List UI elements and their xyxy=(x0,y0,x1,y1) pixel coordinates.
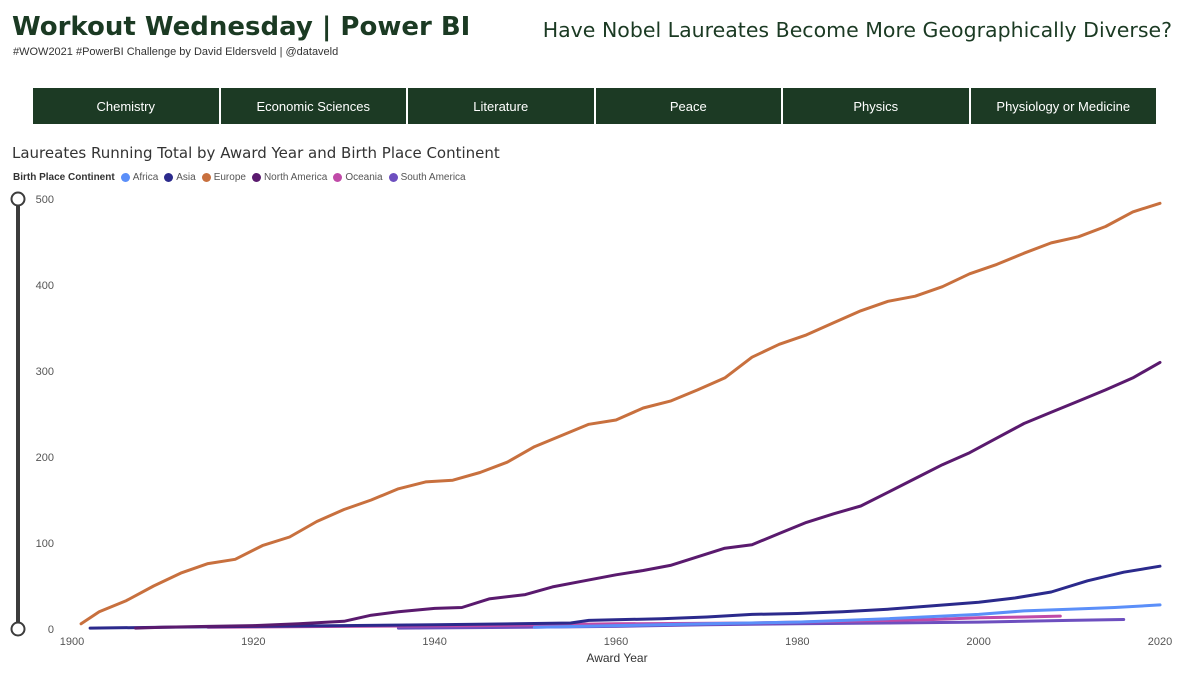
legend-marker xyxy=(201,173,211,182)
y-tick-label: 0 xyxy=(48,624,54,636)
tab-literature[interactable]: Literature xyxy=(408,88,596,124)
legend-item-europe[interactable]: Europe xyxy=(201,172,246,183)
x-tick-label: 1920 xyxy=(241,636,265,648)
series-line-asia[interactable] xyxy=(88,564,1162,630)
x-tick-label: 1900 xyxy=(60,636,84,648)
chart-legend: Birth Place Continent Africa Asia Europe… xyxy=(13,172,472,183)
legend-label: Europe xyxy=(213,172,246,183)
legend-item-africa[interactable]: Africa xyxy=(120,172,159,183)
y-tick-label: 500 xyxy=(36,194,54,206)
legend-item-asia[interactable]: Asia xyxy=(164,172,196,183)
legend-marker xyxy=(251,173,261,182)
tab-economic-sciences[interactable]: Economic Sciences xyxy=(220,88,408,124)
y-tick-label: 400 xyxy=(36,280,54,292)
legend-label: South America xyxy=(400,172,466,183)
y-axis: 0 100 200 300 400 500 xyxy=(36,194,54,636)
x-tick-label: 2020 xyxy=(1148,636,1172,648)
legend-item-north-america[interactable]: North America xyxy=(251,172,328,183)
legend-marker xyxy=(388,173,398,182)
x-tick-label: 2000 xyxy=(966,636,990,648)
y-tick-label: 100 xyxy=(36,538,54,550)
legend-label: Oceania xyxy=(345,172,383,183)
x-tick-label: 1960 xyxy=(604,636,628,648)
series-lines xyxy=(79,201,1162,630)
tab-peace[interactable]: Peace xyxy=(595,88,783,124)
legend-title: Birth Place Continent xyxy=(13,172,115,183)
tab-chemistry[interactable]: Chemistry xyxy=(33,88,221,124)
x-axis: 1900 1920 1940 1960 1980 2000 2020 xyxy=(60,636,1172,648)
tab-physics[interactable]: Physics xyxy=(783,88,971,124)
series-line-africa[interactable] xyxy=(532,603,1162,629)
x-tick-label: 1940 xyxy=(422,636,446,648)
range-slider-top-handle[interactable] xyxy=(10,191,26,207)
legend-label: Asia xyxy=(176,172,196,183)
x-tick-label: 1980 xyxy=(785,636,809,648)
report-subtitle: #WOW2021 #PowerBI Challenge by David Eld… xyxy=(13,46,339,58)
report-question: Have Nobel Laureates Become More Geograp… xyxy=(542,18,1172,42)
category-tab-bar: Chemistry Economic Sciences Literature P… xyxy=(33,88,1156,124)
report-title: Workout Wednesday | Power BI xyxy=(12,12,471,42)
y-tick-label: 300 xyxy=(36,366,54,378)
legend-marker xyxy=(164,173,174,182)
legend-marker xyxy=(333,173,343,182)
legend-marker xyxy=(120,173,130,182)
chart-title: Laureates Running Total by Award Year an… xyxy=(12,144,500,162)
legend-item-oceania[interactable]: Oceania xyxy=(333,172,383,183)
x-axis-title: Award Year xyxy=(586,651,647,665)
series-line-north-america[interactable] xyxy=(134,360,1162,630)
legend-label: North America xyxy=(263,172,328,183)
series-line-europe[interactable] xyxy=(79,201,1162,626)
legend-item-south-america[interactable]: South America xyxy=(388,172,466,183)
legend-label: Africa xyxy=(132,172,159,183)
tab-physiology-or-medicine[interactable]: Physiology or Medicine xyxy=(970,88,1156,124)
range-slider-bottom-handle[interactable] xyxy=(10,621,26,637)
y-tick-label: 200 xyxy=(36,452,54,464)
